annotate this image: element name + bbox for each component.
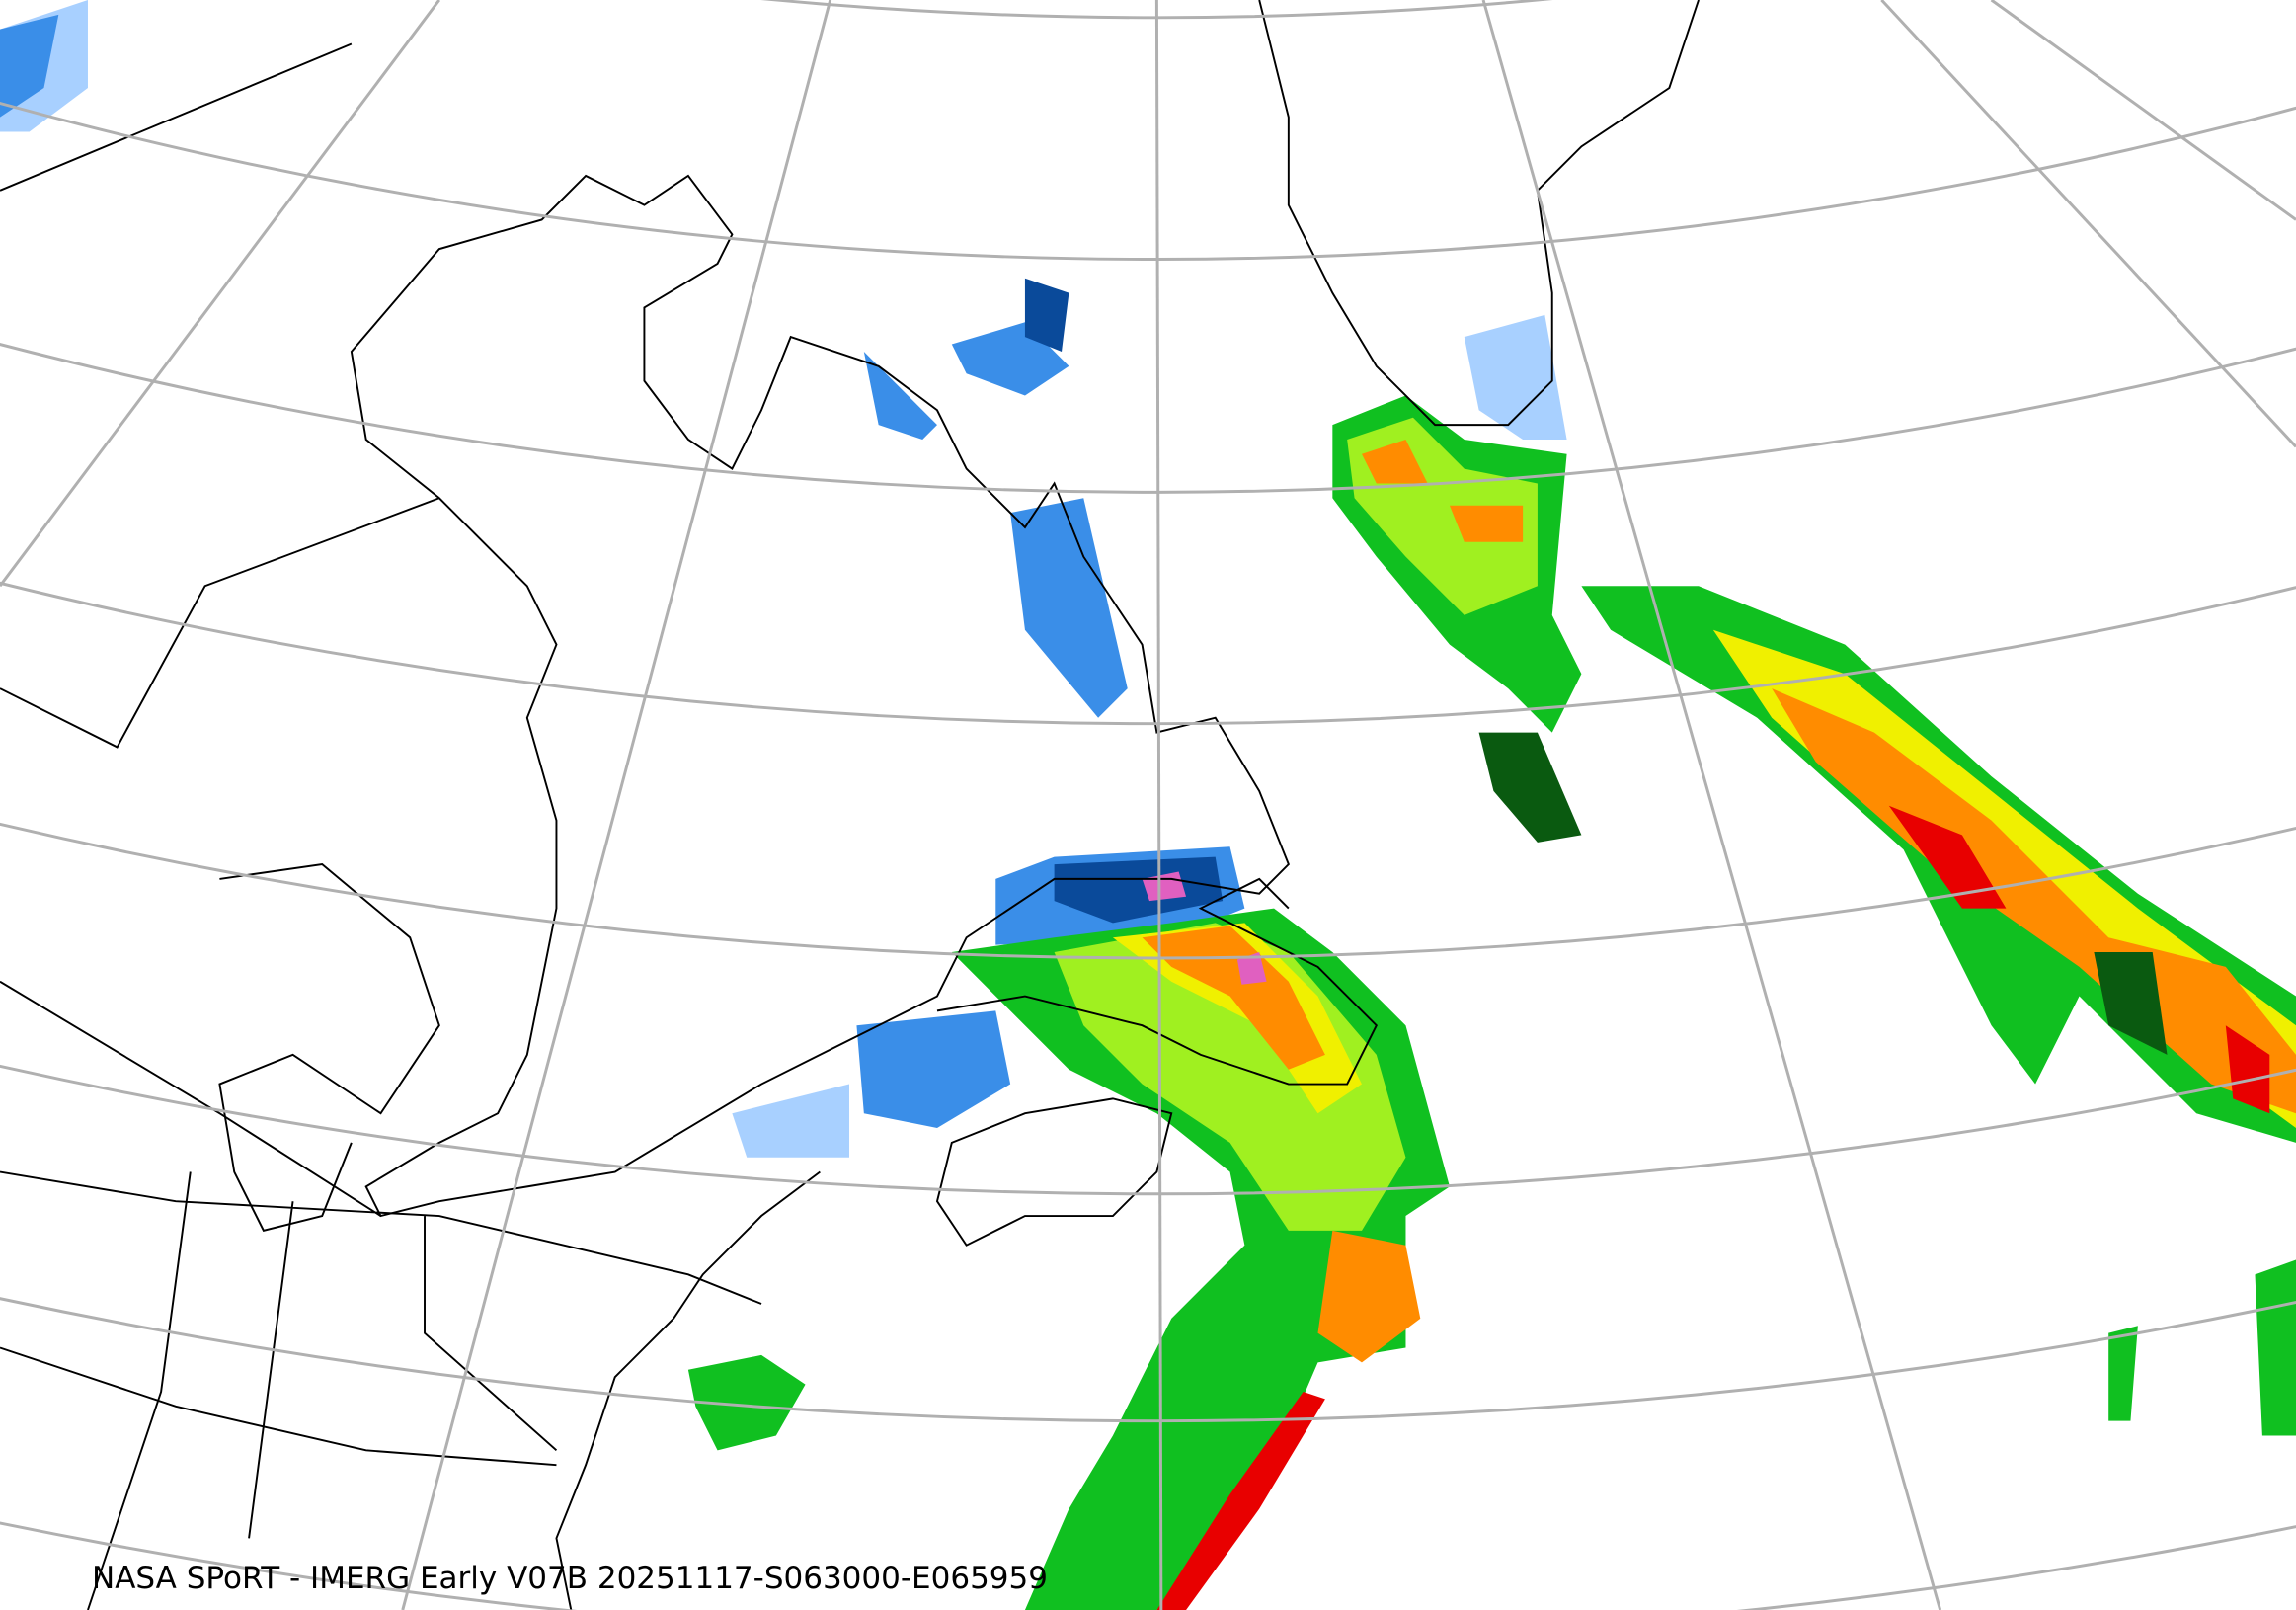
map-caption: NASA SPoRT - IMERG Early V07B 20251117-S… — [92, 1561, 1048, 1596]
precip-area — [1772, 688, 2296, 1114]
precip-area — [1024, 278, 1069, 352]
coastline — [935, 1097, 1173, 1247]
precip-area — [856, 1010, 1011, 1129]
precip-area — [1054, 856, 1224, 924]
longitude-line — [1990, 0, 2296, 221]
snowfall-layer — [0, 0, 1567, 1158]
precip-area — [1361, 439, 1524, 542]
longitude-line — [1481, 0, 1942, 1610]
longitude-line — [1880, 0, 2296, 448]
latitude-line — [0, 101, 2296, 260]
coastline — [1258, 0, 1700, 427]
precip-area — [2094, 952, 2168, 1055]
precip-area — [1236, 952, 1267, 985]
coastline — [936, 877, 1378, 1086]
precip-area — [1142, 926, 1421, 1363]
latitude-line — [0, 580, 2296, 724]
coastlines — [0, 0, 1700, 1610]
coastline — [350, 174, 1290, 1218]
boundary — [0, 42, 762, 1610]
longitude-line — [1154, 0, 1163, 1610]
precip-area — [863, 351, 937, 440]
precip-area — [1464, 314, 1567, 440]
precip-area — [1112, 923, 1362, 1114]
precip-area — [732, 1084, 850, 1158]
precip-area — [2108, 1259, 2296, 1436]
coastline — [555, 1170, 821, 1610]
coastline — [218, 863, 440, 1232]
rainfall-layer — [687, 395, 2296, 1610]
longitude-line — [401, 0, 832, 1610]
latitude-line — [773, 0, 1541, 19]
precip-area — [1156, 1392, 1325, 1610]
precip-area — [1010, 498, 1128, 718]
precip-area — [1478, 732, 1582, 843]
longitude-line — [0, 0, 441, 588]
precip-area — [0, 14, 59, 118]
precip-area — [687, 1354, 806, 1451]
latitude-line — [0, 1296, 2296, 1421]
precip-area — [1888, 805, 2270, 1114]
